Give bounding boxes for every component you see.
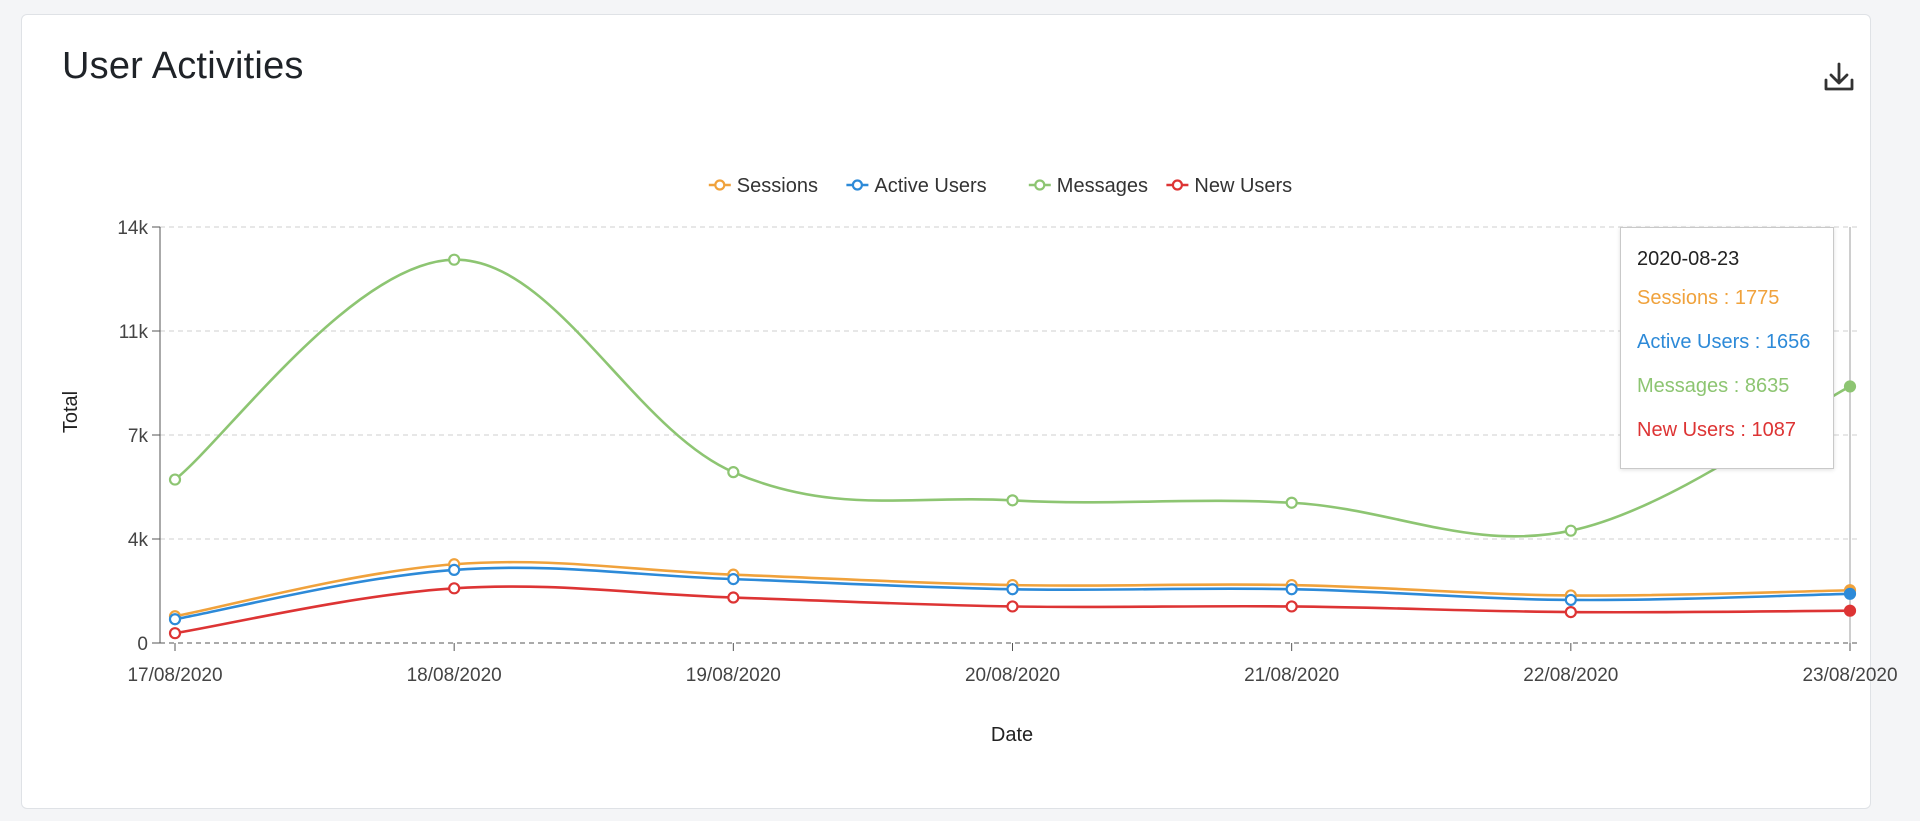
y-tick-label: 7k xyxy=(128,426,149,447)
legend-label: Active Users xyxy=(874,175,986,197)
data-point-active-users[interactable] xyxy=(1285,583,1298,596)
data-point-messages[interactable] xyxy=(1006,494,1019,507)
data-point-messages[interactable] xyxy=(1843,380,1857,393)
y-tick-label: 0 xyxy=(137,634,148,655)
download-icon xyxy=(1824,62,1854,91)
y-tick-label: 4k xyxy=(128,530,149,551)
legend-marker xyxy=(714,179,726,191)
data-point-new-users[interactable] xyxy=(1843,604,1857,617)
tooltip-row-sessions: Sessions : 1775 xyxy=(1637,287,1780,309)
data-point-active-users[interactable] xyxy=(448,563,461,577)
legend-label: Messages xyxy=(1057,175,1148,197)
tooltip-row-messages: Messages : 8635 xyxy=(1637,375,1790,397)
y-axis-title: Total xyxy=(60,391,82,433)
legend-marker xyxy=(851,179,864,191)
data-point-new-users[interactable] xyxy=(168,627,182,640)
x-tick-label: 22/08/2020 xyxy=(1523,665,1618,686)
legend-label: New Users xyxy=(1194,175,1292,197)
x-axis-title: Date xyxy=(991,724,1033,746)
data-point-new-users[interactable] xyxy=(1285,600,1298,613)
x-tick-label: 20/08/2020 xyxy=(965,665,1060,686)
y-tick-label: 11k xyxy=(119,322,149,343)
data-point-active-users[interactable] xyxy=(1006,583,1019,596)
data-point-messages[interactable] xyxy=(1564,524,1577,537)
user-activities-card: User Activities xyxy=(21,14,1871,809)
legend-label: Sessions xyxy=(737,175,818,197)
legend-item-active-users[interactable]: Active Users xyxy=(846,175,987,197)
data-point-messages[interactable] xyxy=(448,253,461,266)
chart-tooltip: 2020-08-23 Sessions : 1775 Active Users :… xyxy=(1620,227,1834,469)
axes: 0 4k 7k 11k 14k 17/08/2020 18/08/2020 19/08/202… xyxy=(117,218,1897,686)
data-point-new-users[interactable] xyxy=(1006,600,1019,613)
data-point-new-users[interactable] xyxy=(1564,605,1577,619)
legend-item-sessions[interactable]: Sessions xyxy=(708,175,818,197)
y-tick-label: 14k xyxy=(117,218,148,239)
series-lines xyxy=(168,253,1857,640)
card-title: User Activities xyxy=(62,45,304,87)
legend-marker xyxy=(1034,179,1046,191)
data-point-active-users[interactable] xyxy=(168,613,182,626)
tooltip-row-new-users: New Users : 1087 xyxy=(1637,419,1796,441)
grid-lines xyxy=(160,226,1861,540)
data-point-active-users[interactable] xyxy=(727,573,740,586)
legend-item-new-users[interactable]: New Users xyxy=(1166,175,1292,197)
data-point-messages[interactable] xyxy=(727,466,740,479)
x-tick-label: 19/08/2020 xyxy=(686,665,781,686)
data-point-messages[interactable] xyxy=(1285,496,1298,509)
legend[interactable]: Sessions Active Users Messages New Users xyxy=(708,175,1292,197)
data-point-messages[interactable] xyxy=(168,473,182,486)
legend-marker xyxy=(1171,179,1184,191)
data-point-active-users[interactable] xyxy=(1843,587,1857,600)
tooltip-rows: Sessions : 1775 Active Users : 1656 Messag… xyxy=(1637,287,1817,442)
download-button[interactable] xyxy=(1819,58,1859,98)
tooltip-date: 2020-08-23 xyxy=(1637,248,1740,270)
legend-item-messages[interactable]: Messages xyxy=(1028,175,1148,197)
x-tick-label: 21/08/2020 xyxy=(1244,665,1339,686)
x-tick-label: 18/08/2020 xyxy=(407,665,502,686)
data-point-new-users[interactable] xyxy=(727,591,740,604)
x-tick-label: 17/08/2020 xyxy=(127,665,222,686)
tooltip-row-active-users: Active Users : 1656 xyxy=(1637,331,1811,353)
x-tick-label: 23/08/2020 xyxy=(1802,665,1897,686)
data-point-active-users[interactable] xyxy=(1564,593,1577,607)
data-point-new-users[interactable] xyxy=(448,582,461,595)
